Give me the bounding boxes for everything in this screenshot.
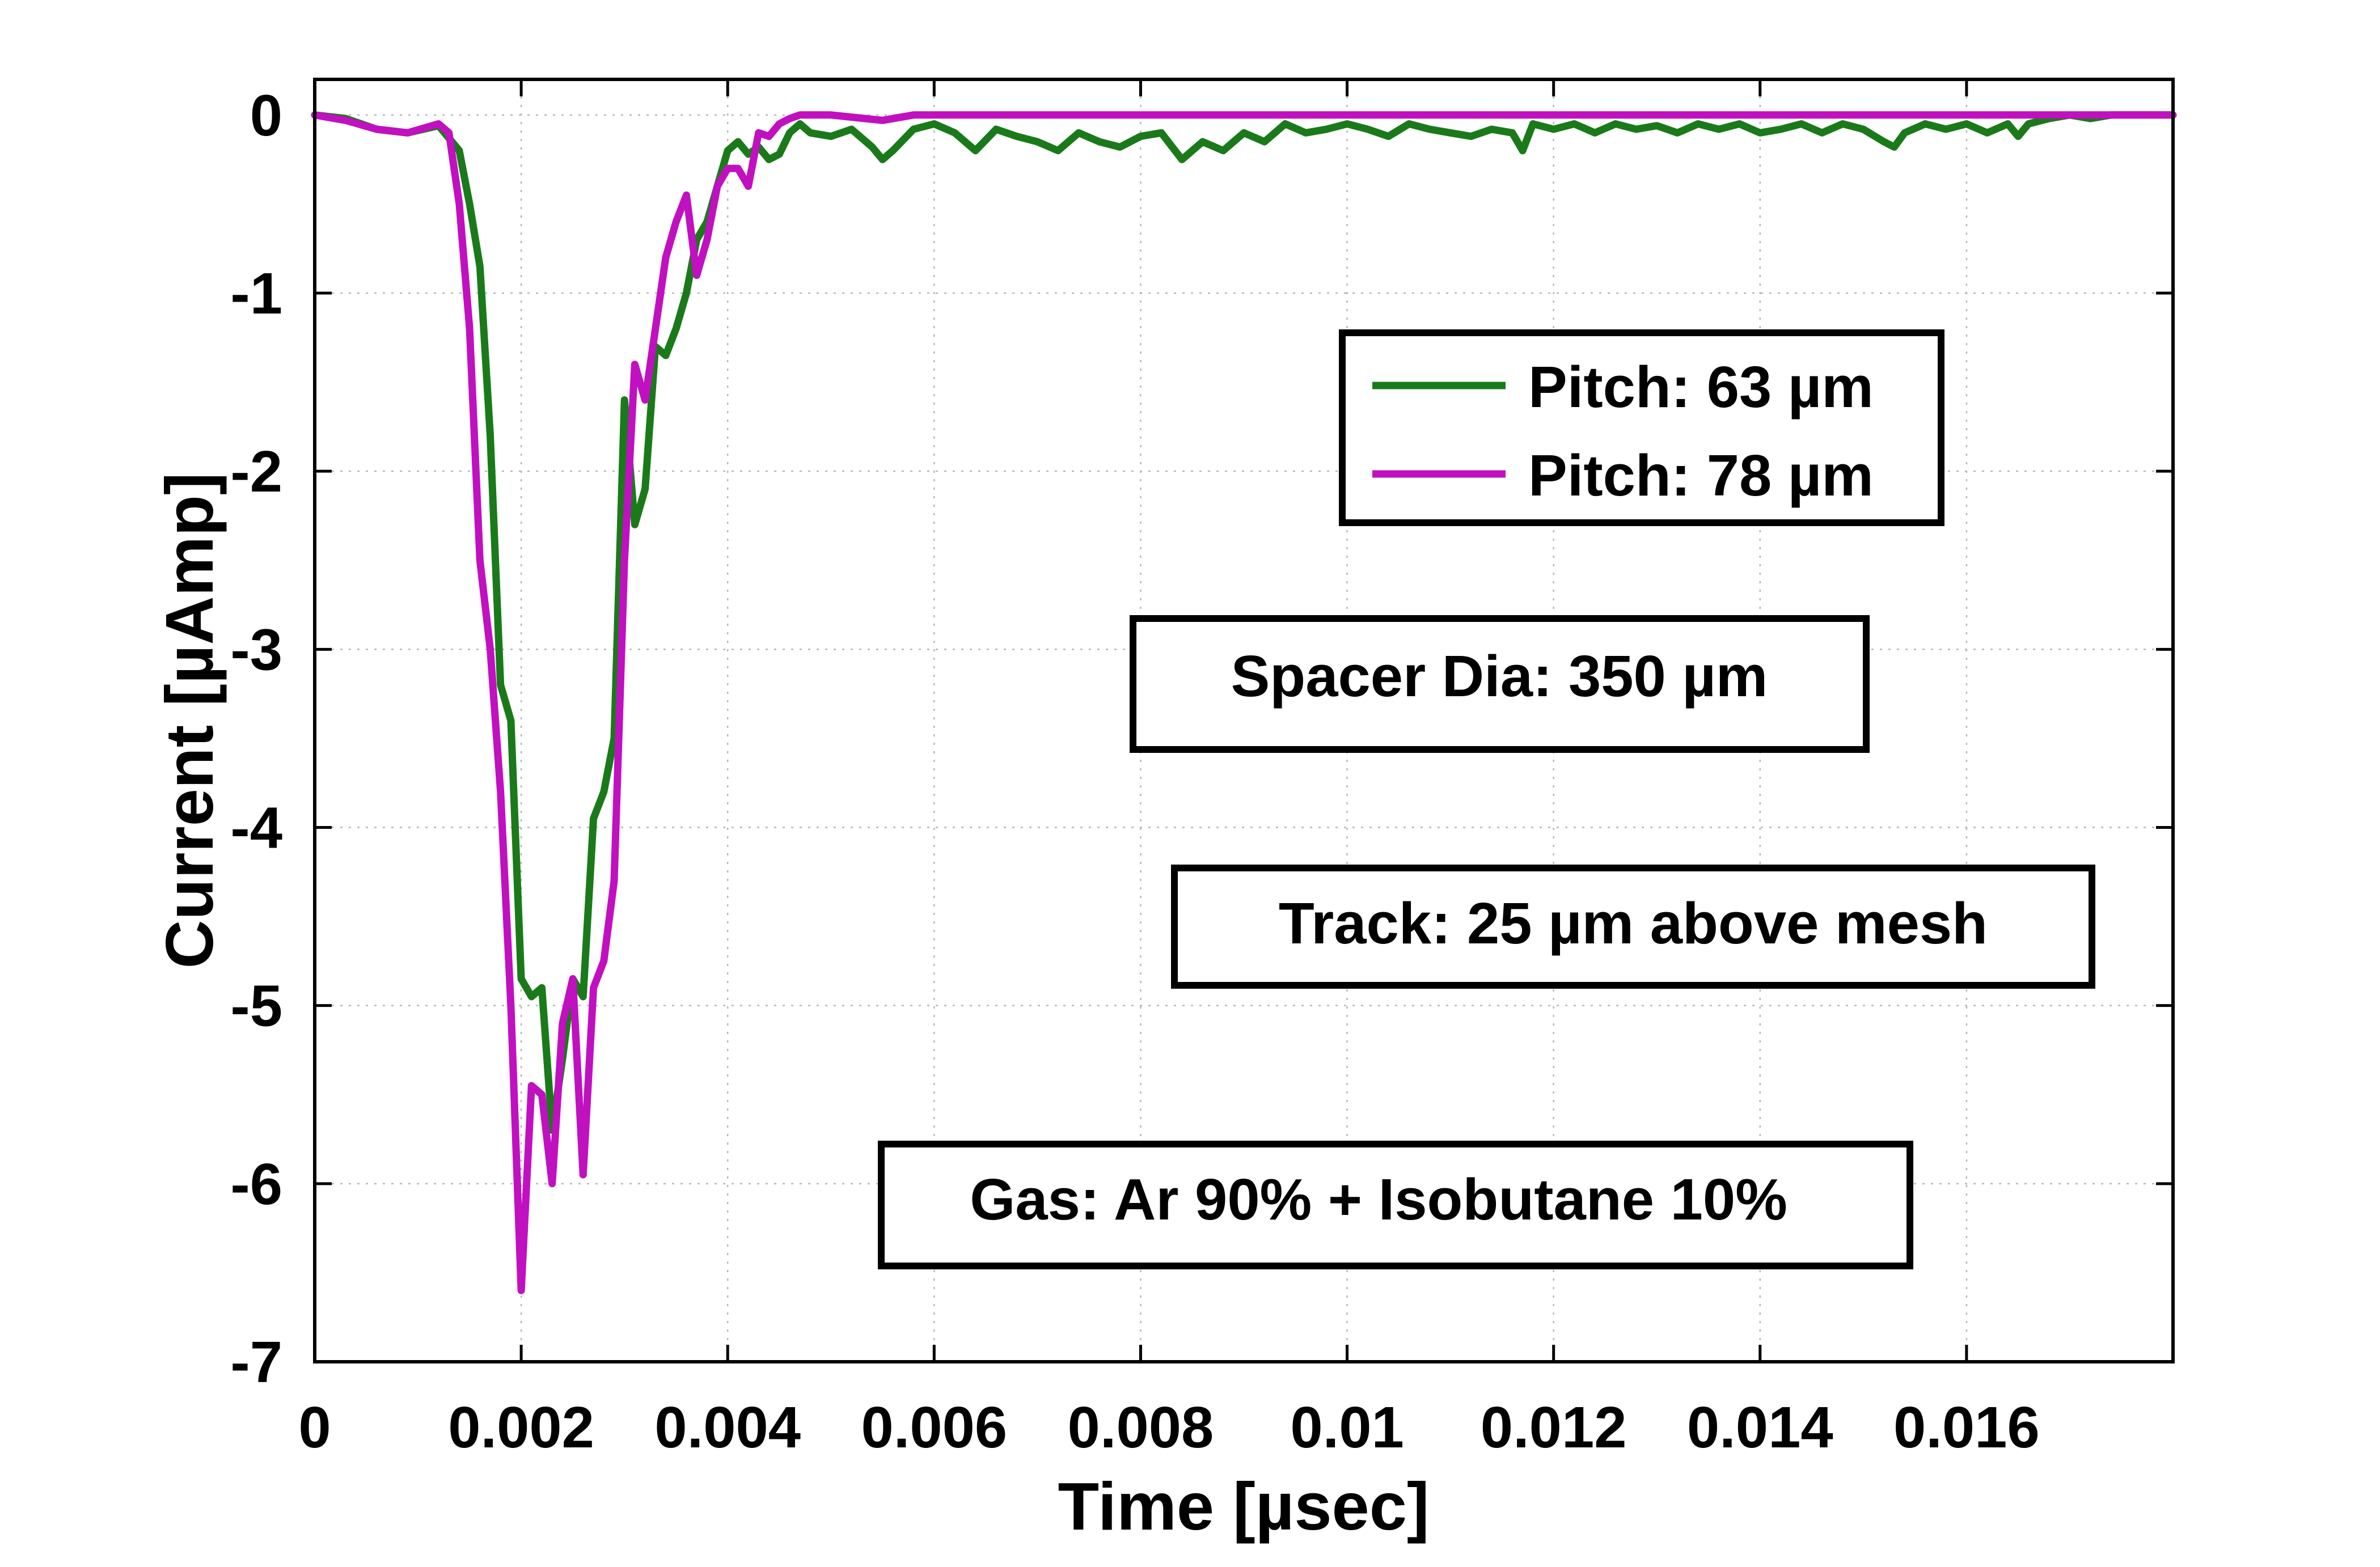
- y-axis-title: Current [µAmp]: [152, 472, 227, 968]
- annotation-gas-text: Gas: Ar 90% + Isobutane 10%: [970, 1167, 1787, 1232]
- legend-label-pitch-63: Pitch: 63 µm: [1528, 354, 1874, 420]
- annotation-track: Track: 25 µm above mesh: [1171, 865, 2095, 989]
- y-tick-label: -5: [230, 973, 282, 1039]
- annotation-gas: Gas: Ar 90% + Isobutane 10%: [878, 1141, 1913, 1269]
- annotation-track-box: [1171, 865, 2095, 989]
- x-axis-title: Time [µsec]: [1058, 1469, 1429, 1544]
- x-tick-label: 0.014: [1687, 1395, 1833, 1460]
- y-tick-labels: 0 -1 -2 -3 -4 -5 -6 -7: [230, 83, 282, 1395]
- y-tick-label: -3: [230, 617, 282, 682]
- x-tick-label: 0.004: [654, 1395, 801, 1460]
- annotation-spacer-box: [1130, 615, 1870, 753]
- x-tick-label: 0: [298, 1395, 331, 1460]
- y-tick-label: -7: [230, 1329, 282, 1395]
- x-tick-label: 0.008: [1068, 1395, 1214, 1460]
- legend-label-pitch-78: Pitch: 78 µm: [1528, 443, 1874, 508]
- annotation-spacer: Spacer Dia: 350 µm: [1130, 615, 1870, 753]
- y-tick-label: -2: [230, 439, 282, 504]
- y-tick-label: -1: [230, 261, 282, 326]
- x-tick-label: 0.01: [1290, 1395, 1404, 1460]
- annotation-spacer-text: Spacer Dia: 350 µm: [1231, 643, 1768, 709]
- x-tick-label: 0.012: [1481, 1395, 1627, 1460]
- annotation-track-text: Track: 25 µm above mesh: [1279, 891, 1988, 956]
- series-line-pitch-78: [311, 111, 2177, 1294]
- series-line-pitch-63: [311, 111, 2177, 1134]
- y-tick-label: 0: [250, 83, 282, 148]
- x-tick-labels: 0 0.002 0.004 0.006 0.008 0.01 0.012 0.014 0.016: [298, 1395, 2039, 1460]
- x-tick-label: 0.006: [861, 1395, 1007, 1460]
- annotation-gas-box: [878, 1141, 1913, 1269]
- legend-box: [1339, 329, 1944, 526]
- data-series: [311, 111, 2177, 1294]
- y-tick-label: -4: [230, 795, 282, 861]
- legend: Pitch: 63 µm Pitch: 78 µm: [1339, 329, 1944, 526]
- x-tick-label: 0.016: [1893, 1395, 2040, 1460]
- y-tick-label: -6: [230, 1151, 282, 1217]
- x-tick-label: 0.002: [448, 1395, 594, 1460]
- plot-frame: [313, 78, 2175, 1363]
